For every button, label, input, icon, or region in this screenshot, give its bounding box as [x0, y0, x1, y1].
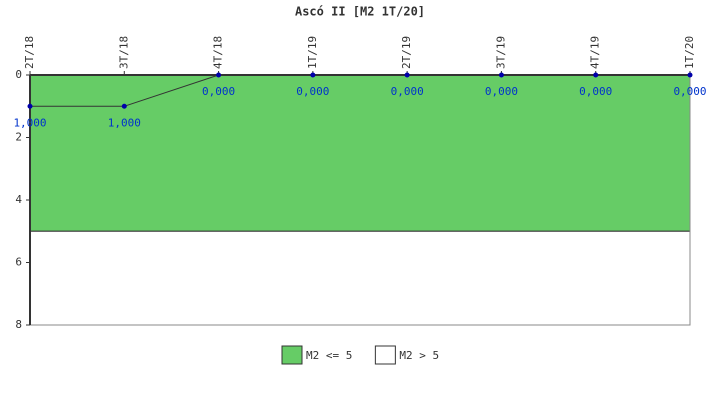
value-label: 0,000	[579, 85, 612, 98]
series-line	[30, 74, 690, 107]
point	[121, 103, 127, 109]
x-tick-label: 1T/20	[683, 36, 696, 69]
chart-title: Ascó II [M2 1T/20]	[295, 5, 425, 19]
y-tick-label: 8	[15, 318, 22, 331]
point	[27, 103, 33, 109]
y-tick-label: 4	[15, 193, 22, 206]
x-tick-label: 4T/19	[589, 36, 602, 69]
legend-swatch	[374, 345, 396, 365]
x-tick-label: 2T/18	[23, 36, 36, 69]
point	[498, 72, 504, 78]
value-label: 0,000	[485, 85, 518, 98]
value-label: 0,000	[391, 85, 424, 98]
x-tick-label: 3T/18	[117, 36, 130, 69]
band	[29, 230, 691, 326]
legend-swatch	[281, 345, 303, 365]
x-tick-label: 1T/19	[306, 36, 319, 69]
y-tick-label: 6	[15, 256, 22, 269]
point	[593, 72, 599, 78]
value-label: 0,000	[296, 85, 329, 98]
value-label: 1,000	[13, 116, 46, 129]
point	[310, 72, 316, 78]
value-label: 0,000	[673, 85, 706, 98]
point	[404, 72, 410, 78]
value-label: 1,000	[108, 116, 141, 129]
legend-label: M2 <= 5	[306, 349, 352, 362]
band	[29, 74, 691, 232]
x-tick-label: 3T/19	[494, 36, 507, 69]
point	[216, 72, 222, 78]
point	[687, 72, 693, 78]
y-tick-label: 2	[15, 131, 22, 144]
x-tick-label: 4T/18	[212, 36, 225, 69]
legend-label: M2 > 5	[399, 349, 439, 362]
x-tick-label: 2T/19	[400, 36, 413, 69]
y-tick-label: 0	[15, 68, 22, 81]
value-label: 0,000	[202, 85, 235, 98]
